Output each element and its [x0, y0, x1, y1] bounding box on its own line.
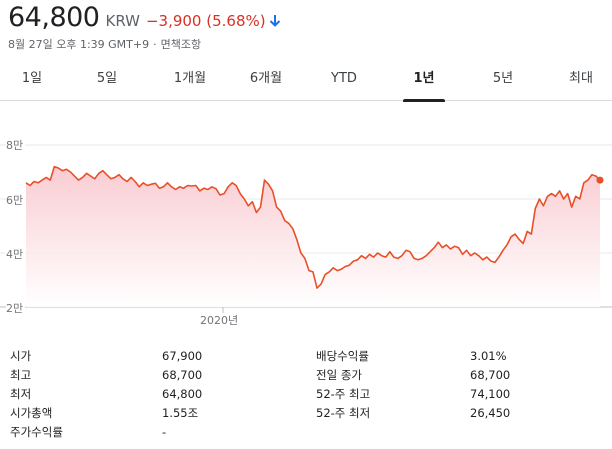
stat-label: 최고	[10, 368, 32, 382]
tab-5y[interactable]: 5년	[492, 71, 514, 86]
tab-ytd[interactable]: YTD	[331, 71, 357, 86]
arrow-down-icon	[269, 13, 281, 27]
stat-row: 시가총액 1.55조 52-주 최저 26,450	[10, 403, 610, 423]
stat-row: 주가수익률 -	[10, 422, 610, 442]
stat-value: 68,700	[162, 368, 203, 382]
price-chart[interactable]: 8만 6만 4만 2만 2020년	[0, 125, 612, 335]
disclaimer-link[interactable]: 면책조항	[160, 38, 202, 51]
price-change: −3,900 (5.68%)	[145, 12, 266, 30]
tab-max[interactable]: 최대	[569, 71, 593, 86]
y-tick-label: 8만	[6, 137, 26, 153]
tab-5d[interactable]: 5일	[96, 71, 118, 86]
y-tick-label: 6만	[6, 192, 26, 208]
stat-row: 최저 64,800 52-주 최고 74,100	[10, 384, 610, 404]
price-area-fill	[26, 166, 600, 307]
quote-header: 64,800 KRW −3,900 (5.68%)	[8, 2, 281, 36]
currency-code: KRW	[105, 12, 140, 30]
y-tick-label: 2만	[6, 300, 26, 316]
stat-label: 52-주 최저	[316, 406, 371, 420]
current-price-dot	[596, 176, 604, 184]
price-line	[25, 165, 601, 289]
y-tick-label: 4만	[6, 246, 26, 262]
stat-label: 주가수익률	[10, 425, 63, 439]
stat-label: 시가총액	[10, 406, 53, 420]
stock-price: 64,800	[8, 2, 100, 33]
stat-row: 최고 68,700 전일 종가 68,700	[10, 365, 610, 385]
stat-value: 67,900	[162, 349, 203, 363]
tab-1d[interactable]: 1일	[21, 71, 43, 86]
tab-1y[interactable]: 1년	[399, 61, 449, 102]
stat-label: 최저	[10, 387, 32, 401]
stat-value: 68,700	[470, 368, 511, 382]
tab-6m[interactable]: 6개월	[249, 71, 283, 86]
stat-value: 74,100	[470, 387, 511, 401]
quote-timestamp: 8월 27일 오후 1:39 GMT+9 · 면책조항	[8, 36, 201, 52]
tab-1m[interactable]: 1개월	[173, 71, 207, 86]
stat-value: 64,800	[162, 387, 203, 401]
stat-label: 배당수익률	[316, 349, 369, 363]
price-chart-svg	[0, 144, 612, 313]
range-tabs: 1일 5일 1개월 6개월 YTD 1년 5년 최대	[0, 61, 612, 102]
stat-label: 전일 종가	[316, 368, 362, 382]
stat-value: -	[162, 425, 167, 439]
stat-label: 시가	[10, 349, 32, 363]
x-tick-label: 2020년	[200, 314, 239, 327]
stat-row: 시가 67,900 배당수익률 3.01%	[10, 346, 610, 366]
separator-dot: ·	[153, 38, 157, 51]
stat-label: 52-주 최고	[316, 387, 371, 401]
stat-value: 26,450	[470, 406, 511, 420]
stat-value: 1.55조	[162, 406, 199, 420]
stat-value: 3.01%	[470, 349, 507, 363]
datetime-text: 8월 27일 오후 1:39 GMT+9	[8, 38, 150, 51]
